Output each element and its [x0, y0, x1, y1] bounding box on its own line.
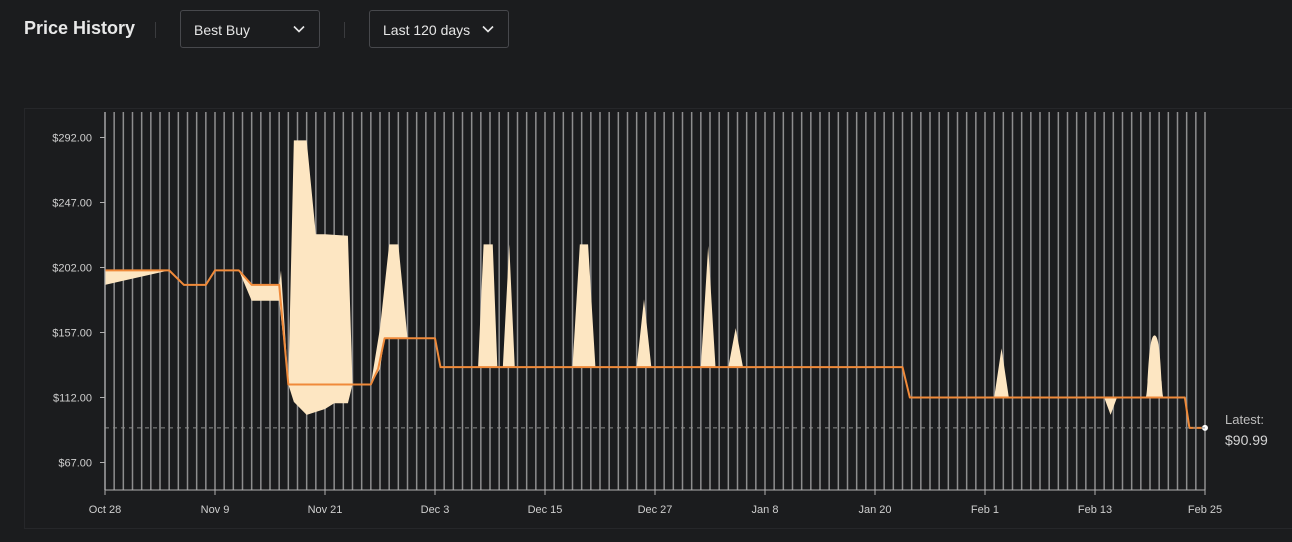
y-tick-label: $112.00 — [53, 393, 92, 405]
y-tick-label: $67.00 — [58, 458, 92, 470]
store-dropdown-value: Best Buy — [194, 22, 251, 38]
x-tick-label: Jan 20 — [858, 504, 891, 516]
price-line-series — [105, 269, 1205, 429]
chart-panel — [24, 108, 1292, 529]
divider — [155, 22, 156, 38]
range-dropdown[interactable]: Last 120 days — [369, 10, 509, 48]
y-tick-label: $247.00 — [52, 198, 92, 210]
y-tick-label: $157.00 — [52, 328, 92, 340]
axes: $292.00 $247.00 $202.00 $157.00 $112.00 $67.0… — [52, 112, 1222, 516]
y-tick-label: $292.00 — [52, 133, 92, 145]
x-tick-label: Oct 28 — [89, 504, 121, 516]
divider — [344, 22, 345, 38]
page-title: Price History — [24, 18, 136, 38]
store-dropdown[interactable]: Best Buy — [180, 10, 320, 48]
latest-value: $90.99 — [1225, 432, 1268, 448]
x-tick-label: Feb 13 — [1078, 504, 1112, 516]
latest-label: Latest: — [1225, 412, 1265, 427]
x-tick-label: Nov 9 — [201, 504, 230, 516]
x-tick-label: Feb 25 — [1188, 504, 1222, 516]
range-dropdown-value: Last 120 days — [383, 22, 471, 38]
price-range-area — [1145, 335, 1164, 398]
x-tick-label: Jan 8 — [752, 504, 779, 516]
x-tick-label: Nov 21 — [308, 504, 343, 516]
x-tick-label: Dec 15 — [528, 504, 563, 516]
chevron-down-icon — [293, 25, 305, 33]
grid-lines — [104, 112, 1206, 490]
header: Price History Best Buy Last 120 days — [0, 0, 1292, 60]
x-tick-label: Dec 3 — [421, 504, 450, 516]
x-tick-label: Feb 1 — [971, 504, 999, 516]
x-tick-label: Dec 27 — [638, 504, 673, 516]
chevron-down-icon — [482, 25, 494, 33]
y-tick-label: $202.00 — [52, 263, 92, 275]
